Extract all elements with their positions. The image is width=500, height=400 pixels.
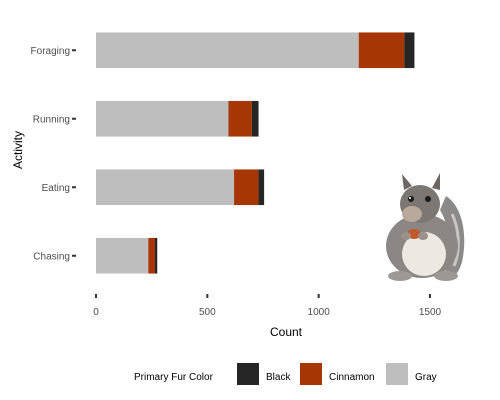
legend-swatch-cinnamon [300, 363, 322, 385]
legend: Primary Fur Color Black Cinnamon Gray [134, 363, 437, 385]
y-axis-title: Activity [11, 131, 25, 169]
legend-label-gray: Gray [415, 372, 437, 383]
bar-eating-black [259, 169, 265, 205]
y-tick-label: Foraging [31, 46, 70, 57]
bar-chasing-black [155, 238, 157, 274]
x-tick-label: 0 [93, 307, 99, 318]
bar-chasing-cinnamon [148, 238, 155, 274]
x-axis: 0 500 1000 1500 [93, 294, 441, 318]
bar-chasing-gray [96, 238, 148, 274]
bar-eating-gray [96, 169, 234, 205]
legend-label-cinnamon: Cinnamon [329, 372, 375, 383]
bar-running-gray [96, 101, 228, 137]
y-axis: Chasing Eating Running Foraging [31, 46, 76, 263]
bars-layer [96, 32, 414, 273]
bar-running-cinnamon [228, 101, 251, 137]
bar-running-black [252, 101, 259, 137]
y-tick-label: Running [33, 114, 70, 125]
legend-swatch-black [237, 363, 259, 385]
legend-swatch-gray [386, 363, 408, 385]
y-tick-label: Eating [42, 183, 70, 194]
x-tick-label: 1000 [308, 307, 331, 318]
bar-foraging-gray [96, 32, 359, 68]
x-axis-title: Count [270, 325, 303, 339]
y-tick-label: Chasing [33, 251, 70, 262]
bar-foraging-black [404, 32, 414, 68]
bar-eating-cinnamon [234, 169, 258, 205]
legend-label-black: Black [266, 372, 291, 383]
bar-foraging-cinnamon [359, 32, 405, 68]
squirrel-icon [386, 173, 464, 281]
x-tick-label: 500 [199, 307, 216, 318]
x-tick-label: 1500 [419, 307, 442, 318]
legend-title: Primary Fur Color [134, 372, 214, 383]
